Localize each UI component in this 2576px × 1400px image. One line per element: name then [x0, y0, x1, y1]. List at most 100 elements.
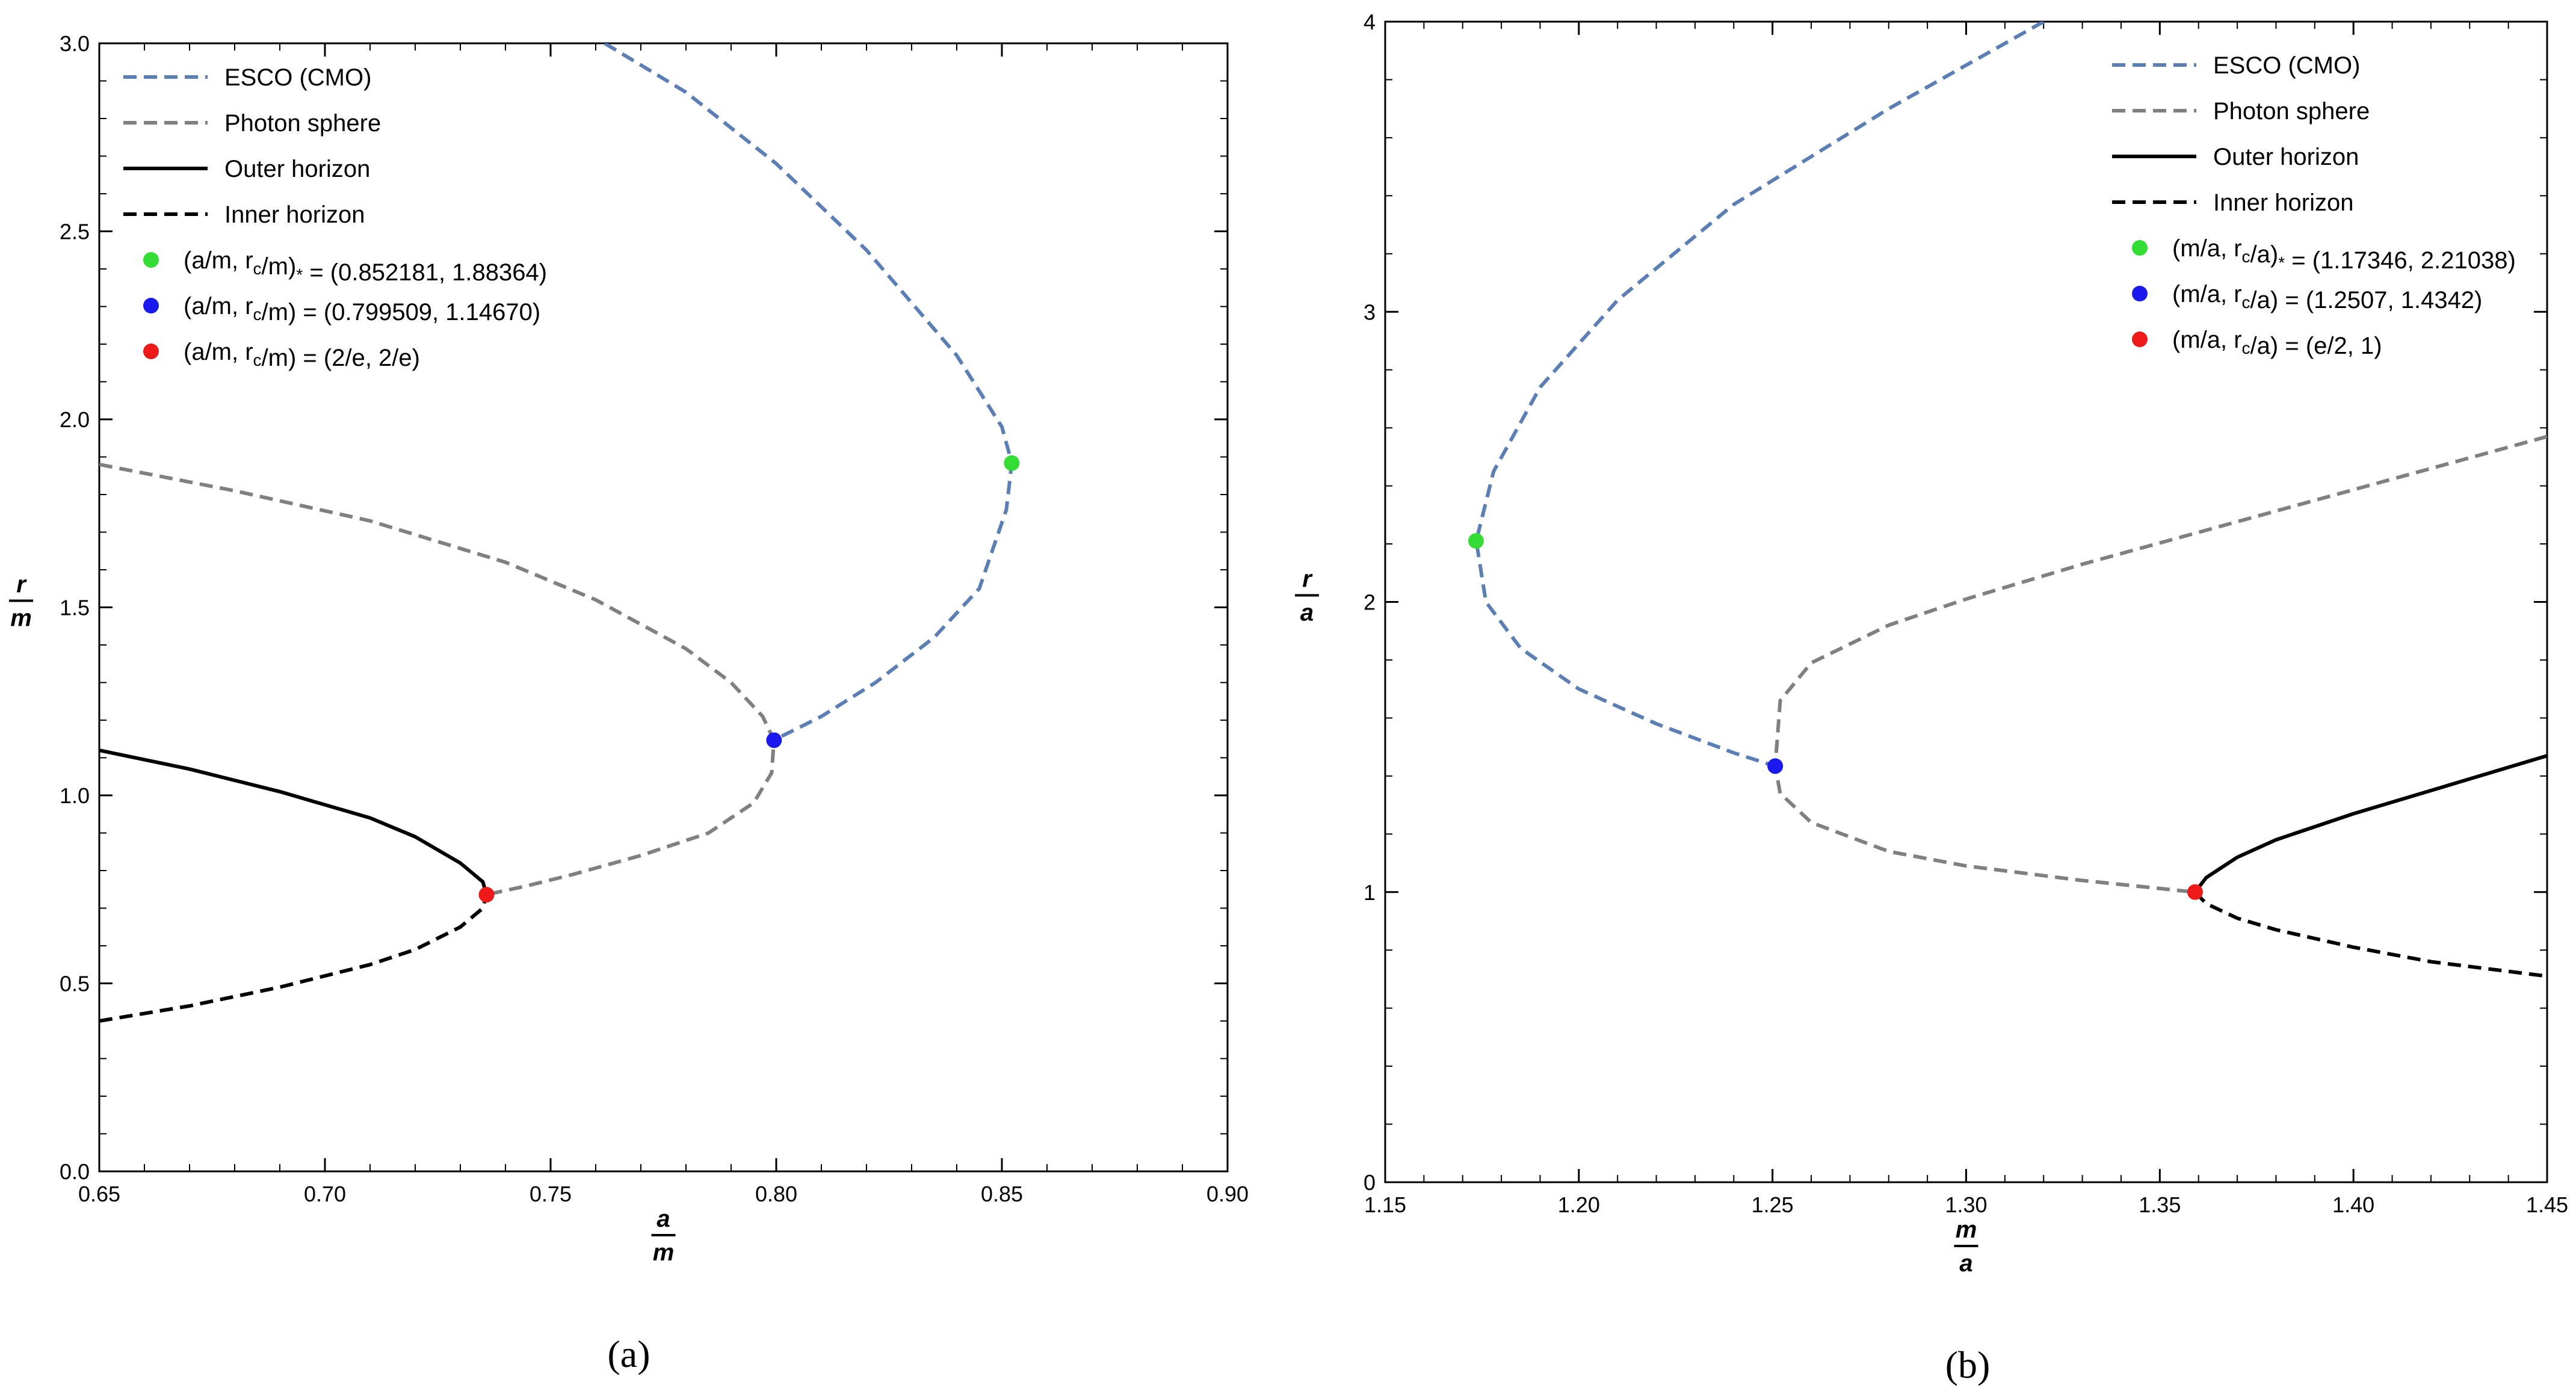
- legend-point-label-part: = (0.799509, 1.14670): [296, 299, 540, 325]
- data-point-1: [766, 732, 782, 748]
- data-point-0: [1004, 455, 1020, 471]
- x-tick-label: 1.25: [1752, 1192, 1794, 1217]
- legend-point-label-part: = (0.852181, 1.88364): [303, 259, 547, 286]
- y-tick-label: 3: [1364, 300, 1376, 324]
- legend-point-label: (m/a, rc/a) = (1.2507, 1.4342): [2172, 281, 2482, 313]
- legend-point-label-part: /a): [2250, 241, 2279, 268]
- x-tick-label: 1.30: [1945, 1192, 1987, 1217]
- legend-point-label-part: /m): [262, 253, 297, 280]
- legend-point-label-part: *: [296, 265, 303, 284]
- legend-point-swatch: [2132, 286, 2148, 301]
- series-line-inner-horizon: [99, 894, 489, 1023]
- legend-point-label-part: /a): [2250, 287, 2279, 313]
- y-axis-label-numerator: r: [16, 572, 27, 598]
- x-axis-label-numerator: m: [1956, 1217, 1977, 1243]
- legend-label: Outer horizon: [224, 156, 370, 182]
- y-tick-label: 3.0: [60, 31, 90, 56]
- legend-point-label: (a/m, rc/m) = (0.799509, 1.14670): [184, 293, 540, 325]
- legend-label: Outer horizon: [2213, 144, 2359, 170]
- x-tick-label: 1.15: [1364, 1192, 1406, 1217]
- series-line-esco-cmo-: [1474, 22, 2045, 768]
- legend-label: Inner horizon: [224, 202, 365, 228]
- x-tick-label: 1.20: [1558, 1192, 1600, 1217]
- legend: ESCO (CMO) Photon sphere Outer horizon Inne…: [123, 64, 547, 371]
- series-line-inner-horizon: [2193, 890, 2547, 978]
- legend-point-label-part: c: [2242, 247, 2250, 266]
- legend-point-label-part: /m): [262, 299, 297, 325]
- legend-point-label-part: (a/m, r: [184, 247, 253, 274]
- legend-point-label-part: (a/m, r: [184, 293, 253, 319]
- y-tick-label: 1.5: [60, 596, 90, 620]
- y-tick-label: 2: [1364, 590, 1376, 615]
- legend-point-label-part: = (2/e, 2/e): [296, 345, 420, 371]
- series-line-esco-cmo-: [604, 43, 1014, 742]
- panel-caption: (a): [607, 1333, 650, 1375]
- legend-point-label-part: = (1.2507, 1.4342): [2278, 287, 2482, 313]
- legend-label: ESCO (CMO): [224, 64, 371, 91]
- x-tick-label: 0.90: [1206, 1182, 1249, 1206]
- x-axis-label-numerator: a: [656, 1206, 670, 1232]
- data-point-0: [1468, 533, 1484, 549]
- y-axis-label-denominator: m: [10, 605, 32, 632]
- x-axis-label-denominator: a: [1959, 1250, 1972, 1277]
- legend-label: Inner horizon: [2213, 190, 2353, 216]
- legend-label: Photon sphere: [2213, 98, 2370, 125]
- series-line-outer-horizon: [2193, 754, 2547, 893]
- y-tick-label: 0.0: [60, 1159, 90, 1184]
- legend-point-label-part: /m): [262, 345, 297, 371]
- y-axis-label-denominator: a: [1300, 600, 1314, 626]
- legend-point-swatch: [143, 298, 159, 313]
- y-tick-label: 2.0: [60, 407, 90, 432]
- y-axis-label-numerator: r: [1302, 566, 1313, 593]
- series-line-outer-horizon: [99, 748, 489, 895]
- legend-point-label-part: c: [2242, 339, 2250, 357]
- legend-point-label-part: (a/m, r: [184, 339, 253, 365]
- x-tick-label: 0.75: [530, 1182, 572, 1206]
- legend-point-label-part: (m/a, r: [2172, 327, 2242, 353]
- x-tick-label: 0.80: [755, 1182, 797, 1206]
- legend-point-label-part: c: [253, 351, 262, 369]
- legend-point-label-part: (m/a, r: [2172, 281, 2242, 307]
- series-line-photon-sphere: [1773, 434, 2547, 894]
- series-line-photon-sphere: [99, 463, 776, 896]
- legend-point-label: (m/a, rc/a) = (e/2, 1): [2172, 327, 2382, 359]
- legend-point-label-part: = (e/2, 1): [2278, 333, 2382, 359]
- legend-point-label-part: *: [2278, 253, 2285, 272]
- chart-panel-1: 1.15 1.20 1.25 1.30 1.35 1.40 1.4501234maraESC…: [1295, 10, 2568, 1386]
- legend: ESCO (CMO) Photon sphere Outer horizon Inne…: [2112, 52, 2516, 359]
- legend-point-swatch: [2132, 240, 2148, 256]
- x-tick-label: 0.85: [981, 1182, 1023, 1206]
- data-point-1: [1767, 758, 1784, 774]
- x-tick-label: 1.45: [2526, 1192, 2568, 1217]
- legend-point-label-part: c: [253, 259, 262, 278]
- chart-panel-0: 0.65 0.70 0.75 0.80 0.85 0.90 0.0 0.5 1.0 1.5 2.0 2…: [9, 31, 1249, 1375]
- x-tick-label: 0.65: [78, 1182, 120, 1206]
- x-tick-label: 1.35: [2139, 1192, 2181, 1217]
- legend-label: Photon sphere: [224, 110, 381, 137]
- y-tick-label: 0.5: [60, 972, 90, 996]
- legend-point-swatch: [2132, 331, 2148, 347]
- y-tick-label: 4: [1364, 10, 1376, 34]
- legend-point-label-part: /a): [2250, 333, 2279, 359]
- x-tick-label: 1.40: [2332, 1192, 2374, 1217]
- data-point-2: [478, 887, 495, 903]
- legend-point-swatch: [143, 252, 159, 268]
- legend-point-label: (m/a, rc/a)* = (1.17346, 2.21038): [2172, 235, 2516, 274]
- panel-caption: (b): [1945, 1343, 1991, 1386]
- data-point-2: [2187, 884, 2203, 900]
- y-tick-label: 0: [1364, 1170, 1376, 1195]
- legend-point-label-part: = (1.17346, 2.21038): [2285, 247, 2516, 274]
- legend-point-label-part: c: [2242, 293, 2250, 312]
- legend-point-label-part: (m/a, r: [2172, 235, 2242, 262]
- legend-point-swatch: [143, 344, 159, 359]
- legend-point-label-part: c: [253, 305, 262, 324]
- legend-point-label: (a/m, rc/m)* = (0.852181, 1.88364): [184, 247, 547, 286]
- y-tick-label: 2.5: [60, 220, 90, 244]
- plot-frame: [1384, 20, 2548, 1183]
- y-tick-label: 1: [1364, 880, 1376, 905]
- legend-point-label: (a/m, rc/m) = (2/e, 2/e): [184, 339, 420, 371]
- legend-label: ESCO (CMO): [2213, 52, 2360, 79]
- x-axis-label-denominator: m: [653, 1239, 675, 1266]
- x-tick-label: 0.70: [304, 1182, 346, 1206]
